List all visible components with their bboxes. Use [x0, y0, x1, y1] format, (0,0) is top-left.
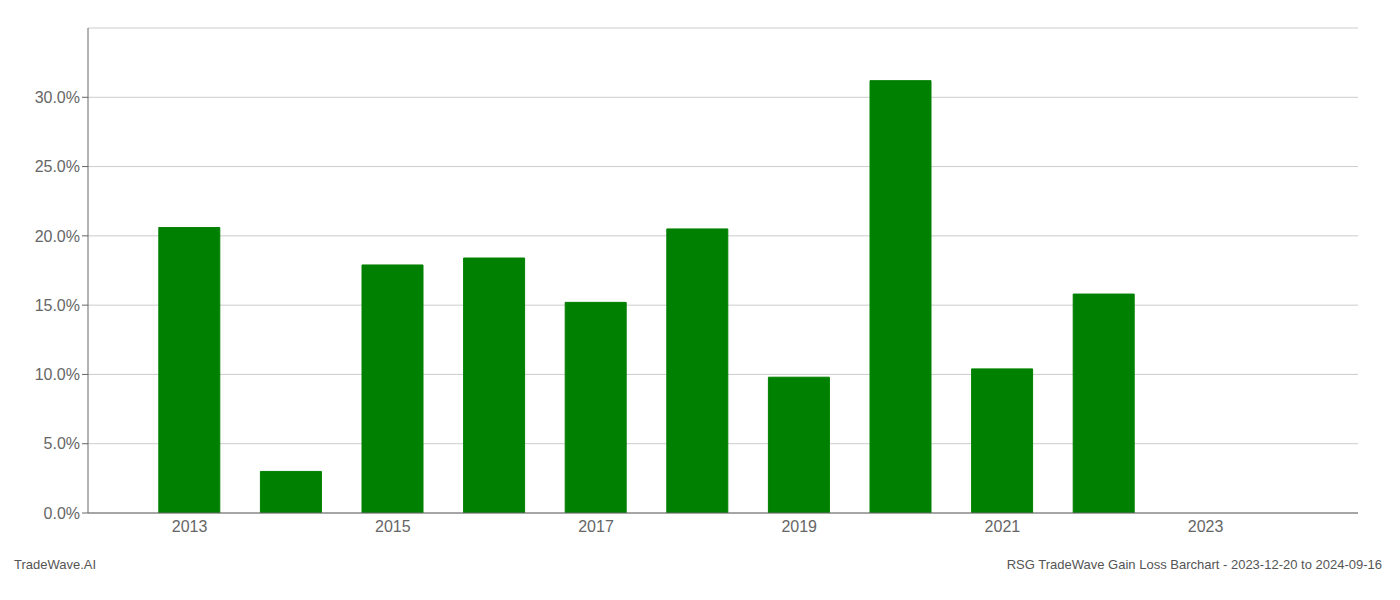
svg-text:0.0%: 0.0% — [44, 505, 80, 522]
svg-text:2015: 2015 — [375, 518, 411, 535]
svg-text:2017: 2017 — [578, 518, 614, 535]
svg-text:30.0%: 30.0% — [35, 89, 80, 106]
svg-text:25.0%: 25.0% — [35, 158, 80, 175]
svg-text:2023: 2023 — [1188, 518, 1224, 535]
svg-text:15.0%: 15.0% — [35, 297, 80, 314]
svg-text:5.0%: 5.0% — [44, 435, 80, 452]
svg-text:2013: 2013 — [172, 518, 208, 535]
html-text:TradeWave.AI: TradeWave.AI — [14, 557, 97, 572]
svg-text:2019: 2019 — [781, 518, 817, 535]
html-text:RSG TradeWave Gain Loss Barcha: RSG TradeWave Gain Loss Barchart - 2023-… — [1006, 557, 1382, 572]
svg-text:2021: 2021 — [985, 518, 1021, 535]
svg-text:10.0%: 10.0% — [35, 366, 80, 383]
svg-text:20.0%: 20.0% — [35, 228, 80, 245]
